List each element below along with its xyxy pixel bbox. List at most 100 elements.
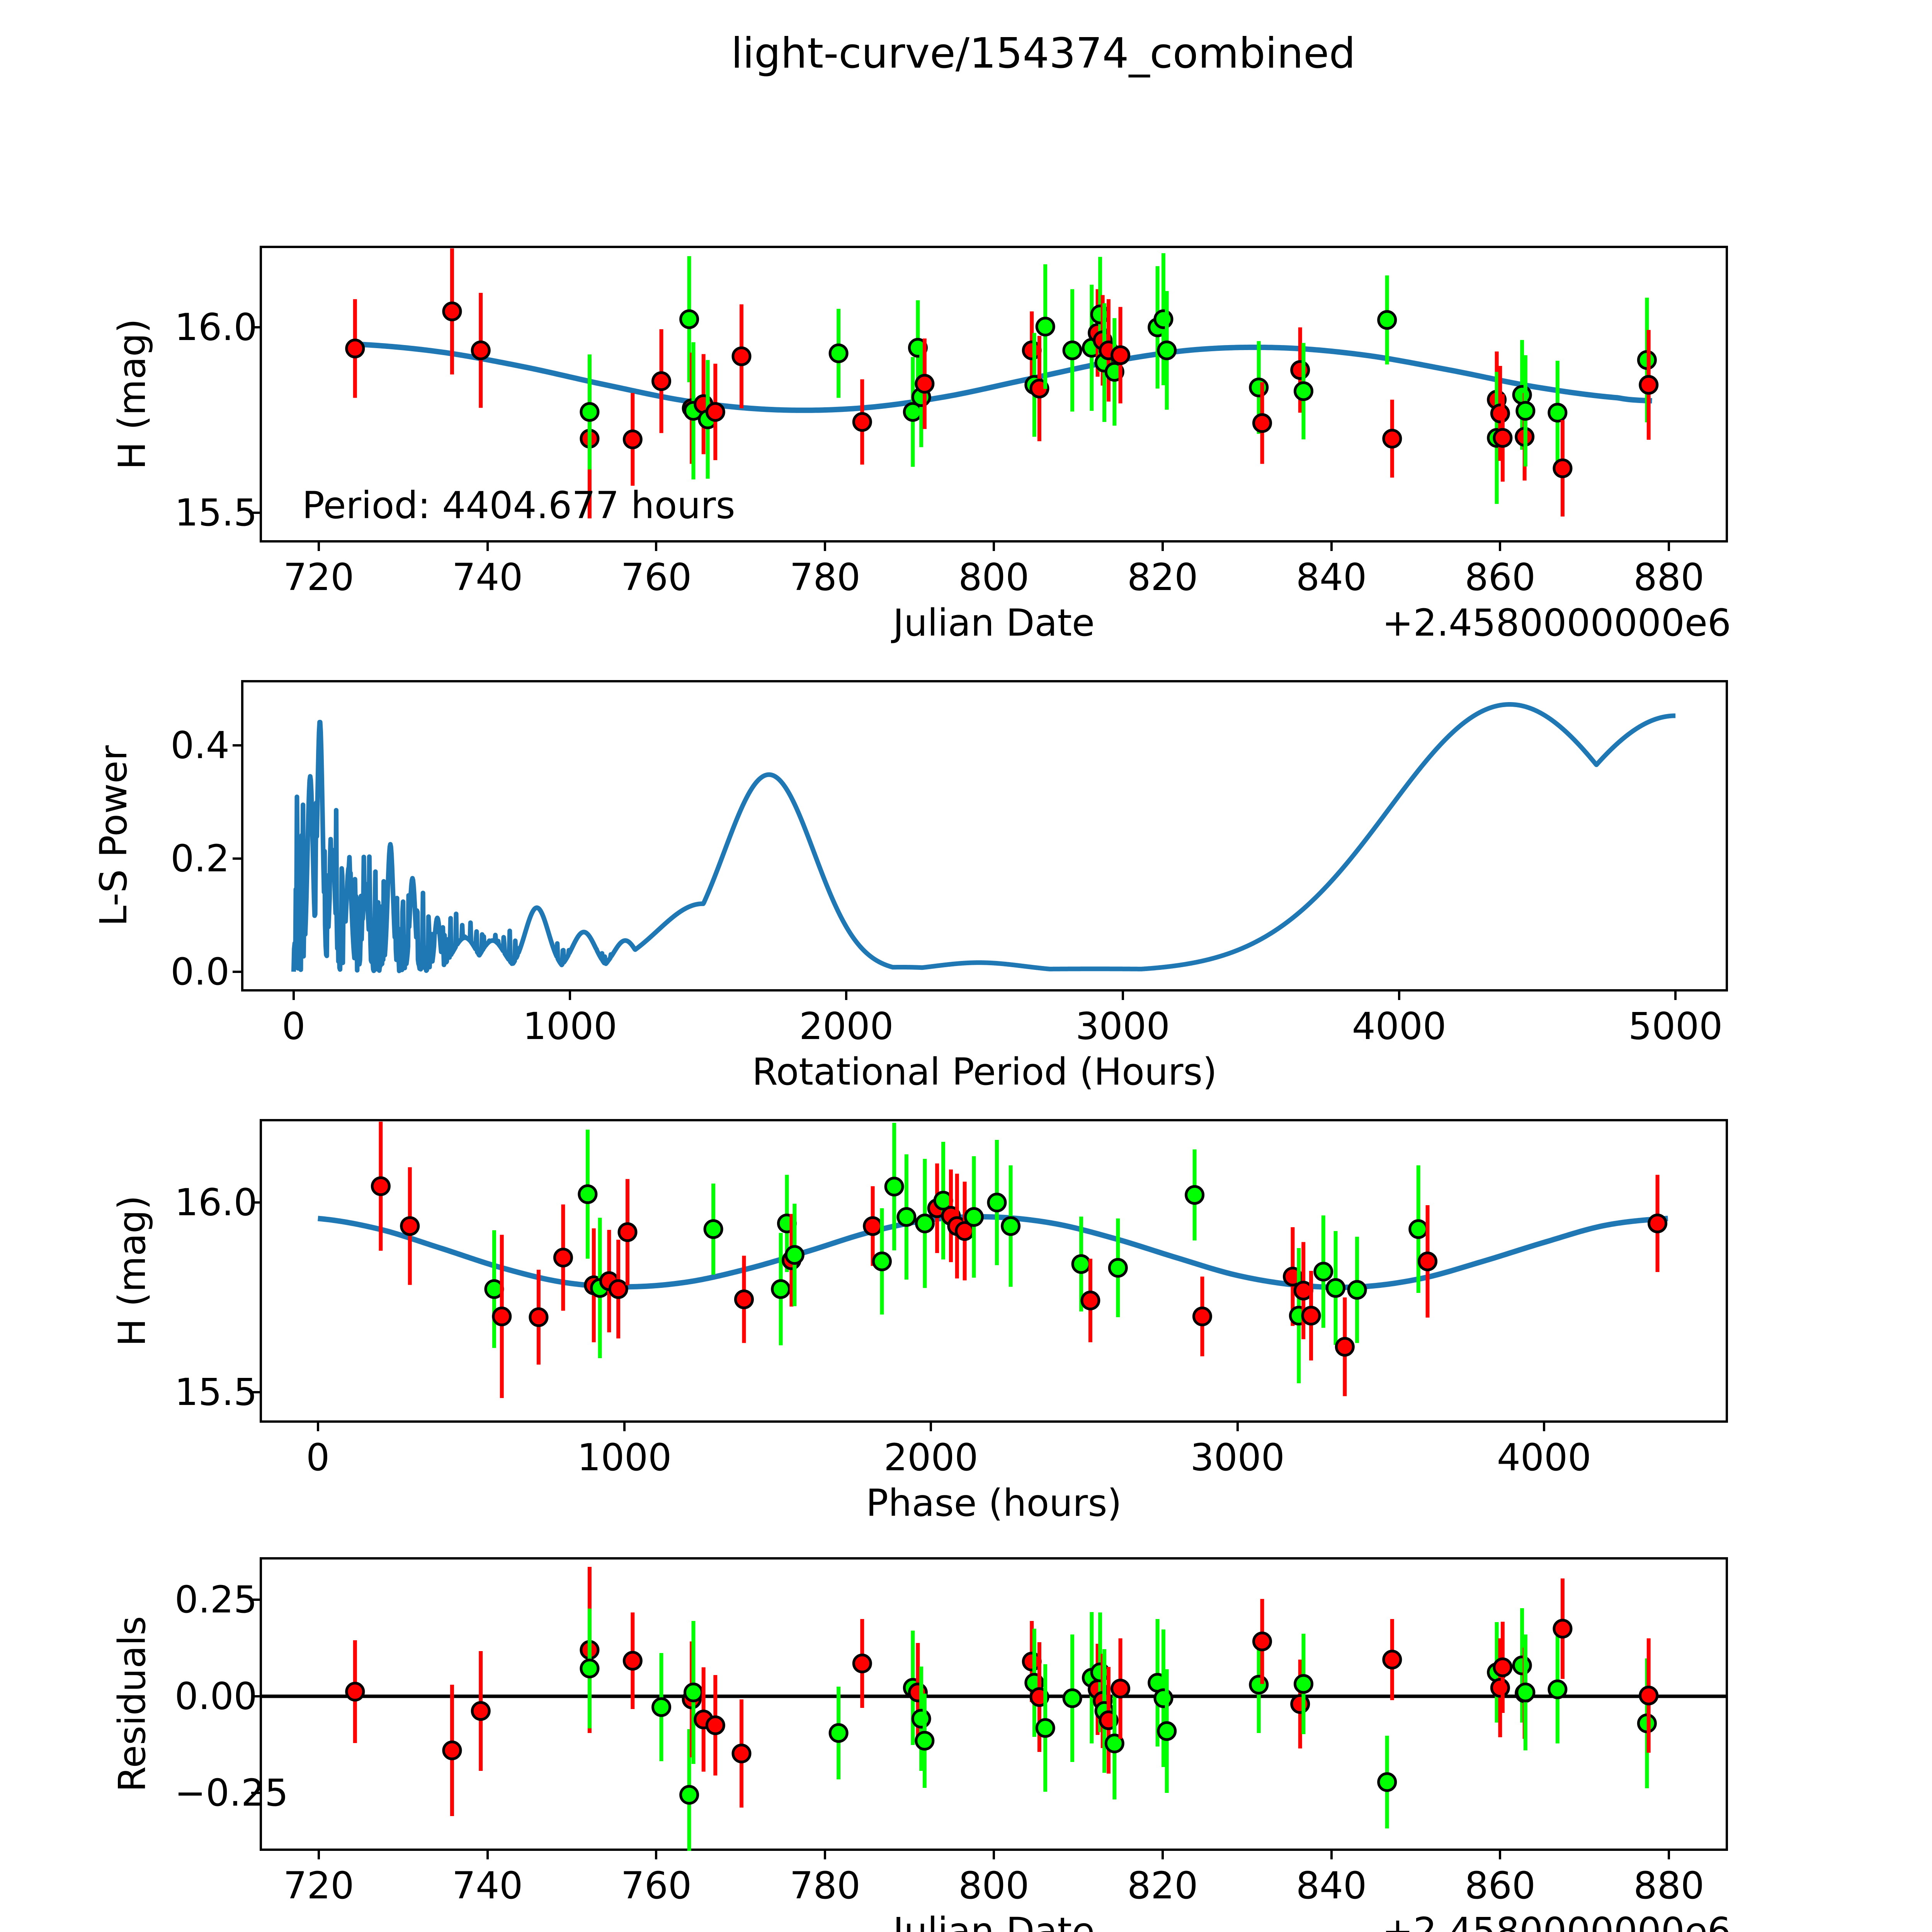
y-tick-label: 0.4 (170, 723, 230, 767)
y-tick-mark (233, 970, 241, 973)
ls-power-trace (291, 702, 1677, 973)
data-point (1377, 1772, 1397, 1792)
data-point (1062, 1688, 1082, 1708)
x-tick-label: 840 (1296, 556, 1367, 599)
data-point (1553, 1619, 1573, 1639)
x-tick-mark (569, 992, 571, 1000)
y-tick-label: 0.25 (175, 1578, 257, 1621)
x-tick-label: 1000 (522, 1005, 617, 1048)
y-tick-mark (251, 512, 260, 514)
x-tick-label: 5000 (1628, 1005, 1723, 1048)
figure-title: light-curve/154374_combined (731, 29, 1356, 78)
data-point (1185, 1185, 1205, 1205)
x-tick-mark (1668, 543, 1670, 551)
data-point (553, 1248, 573, 1268)
x-tick-label: 720 (283, 1864, 354, 1907)
data-point (1418, 1251, 1438, 1271)
x-tick-mark (623, 1423, 626, 1431)
model-fit-curve (352, 341, 1653, 413)
data-point (828, 343, 849, 363)
data-point (734, 1289, 754, 1310)
data-point (828, 1723, 849, 1743)
x-tick-mark (824, 543, 827, 551)
x-tick-label: 880 (1633, 1864, 1704, 1907)
data-point (1062, 340, 1082, 361)
x-tick-label: 740 (452, 1864, 523, 1907)
data-point (1111, 345, 1131, 365)
x-axis-offset-text: +2.4580000000e6 (1382, 601, 1731, 645)
x-tick-mark (1161, 543, 1164, 551)
data-point (1290, 1694, 1310, 1714)
x-tick-mark (486, 1851, 489, 1859)
data-point (987, 1192, 1007, 1213)
data-point (1326, 1278, 1346, 1298)
data-point (1347, 1280, 1367, 1300)
data-point (915, 1731, 935, 1751)
data-point (1157, 340, 1177, 361)
x-tick-mark (316, 1423, 319, 1431)
data-point (915, 1213, 935, 1233)
data-point (1548, 1679, 1568, 1699)
data-point (371, 1176, 391, 1196)
data-point (1153, 1688, 1173, 1708)
data-point (1080, 1291, 1100, 1311)
data-point (1313, 1262, 1333, 1282)
y-axis-label: Residuals (111, 1616, 154, 1792)
data-point (1639, 375, 1659, 395)
x-axis-offset-text: +2.4580000000e6 (1382, 1910, 1731, 1932)
x-axis-label: Phase (hours) (866, 1481, 1122, 1525)
data-point (784, 1245, 804, 1265)
x-tick-label: 800 (958, 556, 1029, 599)
data-point (1548, 403, 1568, 423)
data-point (964, 1207, 984, 1227)
data-point (1493, 428, 1513, 448)
x-tick-label: 4000 (1352, 1005, 1447, 1048)
data-point (1553, 458, 1573, 478)
x-tick-label: 0 (306, 1436, 330, 1479)
x-tick-label: 840 (1296, 1864, 1367, 1907)
axes-frame-residuals (260, 1557, 1728, 1851)
data-point (684, 1682, 704, 1702)
data-point (1377, 310, 1397, 330)
data-point (884, 1177, 904, 1197)
data-point (911, 1709, 931, 1729)
x-tick-mark (993, 543, 995, 551)
x-tick-mark (292, 992, 295, 1000)
data-point (580, 402, 600, 422)
x-tick-label: 1000 (577, 1436, 672, 1479)
y-tick-label: 0.0 (170, 950, 230, 993)
x-tick-mark (1543, 1423, 1545, 1431)
data-point (679, 309, 699, 329)
x-tick-mark (1161, 1851, 1164, 1859)
x-tick-mark (486, 543, 489, 551)
y-tick-mark (233, 744, 241, 747)
data-point (1157, 1721, 1177, 1741)
x-tick-label: 780 (789, 1864, 861, 1907)
data-point (1515, 401, 1536, 421)
data-point (1493, 1657, 1513, 1677)
data-point (492, 1306, 512, 1327)
data-point (1001, 1216, 1021, 1236)
x-tick-mark (1668, 1851, 1670, 1859)
data-point (1515, 1682, 1536, 1702)
data-point (1382, 1650, 1402, 1670)
data-point (622, 429, 643, 449)
x-tick-mark (824, 1851, 827, 1859)
x-tick-mark (993, 1851, 995, 1859)
y-tick-mark (233, 857, 241, 860)
x-tick-mark (1674, 992, 1677, 1000)
x-tick-label: 2000 (799, 1005, 894, 1048)
data-point (705, 402, 725, 422)
x-tick-label: 760 (621, 556, 692, 599)
data-point (915, 374, 935, 394)
x-tick-label: 3000 (1075, 1005, 1170, 1048)
data-point (617, 1222, 638, 1242)
data-point (771, 1279, 791, 1299)
x-tick-mark (1330, 1851, 1333, 1859)
x-tick-label: 740 (452, 556, 523, 599)
